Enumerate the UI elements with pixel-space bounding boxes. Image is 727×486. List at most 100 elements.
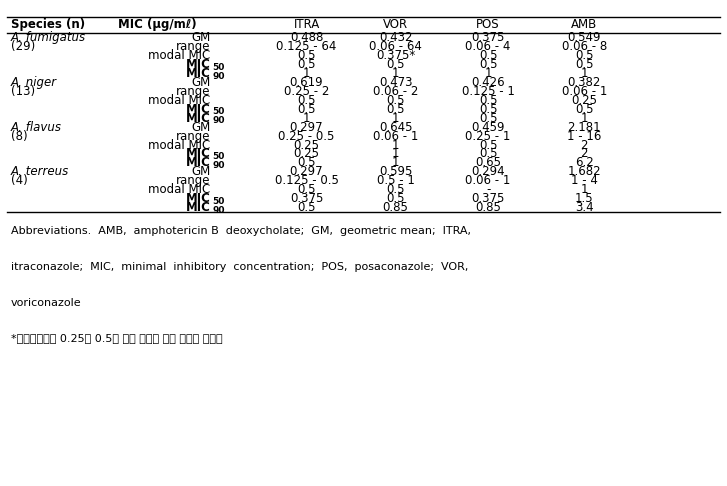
Text: MIC: MIC [185, 67, 210, 80]
Text: 0.375: 0.375 [290, 192, 324, 205]
Text: 0.5: 0.5 [479, 103, 497, 116]
Text: 0.85: 0.85 [475, 201, 501, 214]
Text: 1: 1 [581, 183, 588, 196]
Text: MIC: MIC [185, 103, 210, 116]
Text: itraconazole;  MIC,  minimal  inhibitory  concentration;  POS,  posaconazole;  V: itraconazole; MIC, minimal inhibitory co… [11, 262, 468, 272]
Text: 0.25: 0.25 [294, 139, 319, 152]
Text: A. fumigatus: A. fumigatus [11, 32, 86, 44]
Text: MIC: MIC [185, 112, 210, 125]
Text: 0.5: 0.5 [575, 49, 594, 62]
Text: 0.619: 0.619 [289, 76, 324, 89]
Text: 0.5: 0.5 [297, 94, 316, 107]
Text: MIC: MIC [185, 192, 210, 205]
Text: 1: 1 [484, 67, 492, 80]
Text: 0.5: 0.5 [479, 112, 497, 125]
Text: 0.5: 0.5 [575, 58, 594, 71]
Text: 0.5: 0.5 [386, 94, 405, 107]
Text: MIC: MIC [185, 156, 210, 170]
Text: 1: 1 [302, 112, 310, 125]
Text: (4): (4) [11, 174, 28, 187]
Text: modal MIC: modal MIC [148, 183, 210, 196]
Text: MIC (μg/mℓ): MIC (μg/mℓ) [118, 18, 196, 32]
Text: voriconazole: voriconazole [11, 298, 81, 308]
Text: (13): (13) [11, 85, 35, 98]
Text: 0.25 - 1: 0.25 - 1 [465, 130, 511, 142]
Text: 0.5: 0.5 [386, 183, 405, 196]
Text: 1: 1 [581, 67, 588, 80]
Text: 0.125 - 64: 0.125 - 64 [276, 40, 337, 53]
Text: 2.181: 2.181 [568, 121, 601, 134]
Text: A. niger: A. niger [11, 76, 57, 89]
Text: 0.25 - 2: 0.25 - 2 [284, 85, 329, 98]
Text: ITRA: ITRA [294, 18, 320, 32]
Text: 0.5: 0.5 [386, 103, 405, 116]
Text: 0.5 - 1: 0.5 - 1 [377, 174, 414, 187]
Text: 0.5: 0.5 [386, 192, 405, 205]
Text: 0.645: 0.645 [379, 121, 412, 134]
Text: (29): (29) [11, 40, 35, 53]
Text: 0.375*: 0.375* [376, 49, 415, 62]
Text: 0.5: 0.5 [479, 58, 497, 71]
Text: 0.297: 0.297 [289, 165, 324, 178]
Text: 1.682: 1.682 [568, 165, 601, 178]
Text: 0.5: 0.5 [479, 139, 497, 152]
Text: 90: 90 [212, 116, 225, 125]
Text: (8): (8) [11, 130, 28, 142]
Text: MIC: MIC [185, 201, 210, 214]
Text: 0.06 - 2: 0.06 - 2 [373, 85, 418, 98]
Text: 1.5: 1.5 [575, 192, 594, 205]
Text: modal MIC: modal MIC [148, 94, 210, 107]
Text: 1: 1 [392, 139, 399, 152]
Text: 0.06 - 8: 0.06 - 8 [562, 40, 607, 53]
Text: MIC: MIC [185, 147, 210, 160]
Text: 0.06 - 1: 0.06 - 1 [562, 85, 607, 98]
Text: 0.85: 0.85 [382, 201, 409, 214]
Text: 0.5: 0.5 [479, 94, 497, 107]
Text: 0.06 - 1: 0.06 - 1 [465, 174, 511, 187]
Text: 0.5: 0.5 [479, 49, 497, 62]
Text: 50: 50 [212, 152, 225, 161]
Text: range: range [176, 174, 210, 187]
Text: 1: 1 [392, 112, 399, 125]
Text: 0.382: 0.382 [568, 76, 601, 89]
Text: modal MIC: modal MIC [148, 139, 210, 152]
Text: POS: POS [476, 18, 500, 32]
Text: GM: GM [191, 76, 210, 89]
Text: 1: 1 [392, 147, 399, 160]
Text: range: range [176, 130, 210, 142]
Text: 0.294: 0.294 [471, 165, 505, 178]
Text: 0.5: 0.5 [297, 183, 316, 196]
Text: 0.06 - 4: 0.06 - 4 [465, 40, 511, 53]
Text: 1 - 4: 1 - 4 [571, 174, 598, 187]
Text: modal MIC: modal MIC [148, 49, 210, 62]
Text: 0.5: 0.5 [297, 49, 316, 62]
Text: 0.426: 0.426 [471, 76, 505, 89]
Text: A. flavus: A. flavus [11, 121, 62, 134]
Text: 1: 1 [392, 156, 399, 170]
Text: GM: GM [191, 32, 210, 44]
Text: MIC: MIC [185, 58, 210, 71]
Text: 0.375: 0.375 [472, 32, 505, 44]
Text: 0.25 - 0.5: 0.25 - 0.5 [278, 130, 334, 142]
Text: 0.549: 0.549 [568, 32, 601, 44]
Text: 0.25: 0.25 [571, 94, 598, 107]
Text: VOR: VOR [383, 18, 408, 32]
Text: 0.25: 0.25 [294, 147, 319, 160]
Text: 0.5: 0.5 [297, 156, 316, 170]
Text: 0.432: 0.432 [379, 32, 412, 44]
Text: 0.5: 0.5 [479, 147, 497, 160]
Text: 0.06 - 64: 0.06 - 64 [369, 40, 422, 53]
Text: 0.5: 0.5 [297, 103, 316, 116]
Text: 90: 90 [212, 71, 225, 81]
Text: 0.5: 0.5 [297, 58, 316, 71]
Text: Abbreviations.  AMB,  amphotericin B  deoxycholate;  GM,  geometric mean;  ITRA,: Abbreviations. AMB, amphotericin B deoxy… [11, 226, 471, 236]
Text: 50: 50 [212, 63, 225, 72]
Text: A. terreus: A. terreus [11, 165, 69, 178]
Text: *최소억제능도 0.25와 0.5에 각각 동일한 수의 균주가 분포함: *최소억제능도 0.25와 0.5에 각각 동일한 수의 균주가 분포함 [11, 333, 222, 344]
Text: 2: 2 [581, 139, 588, 152]
Text: 3.4: 3.4 [575, 201, 594, 214]
Text: 0.375: 0.375 [472, 192, 505, 205]
Text: GM: GM [191, 121, 210, 134]
Text: 2: 2 [581, 147, 588, 160]
Text: 0.473: 0.473 [379, 76, 412, 89]
